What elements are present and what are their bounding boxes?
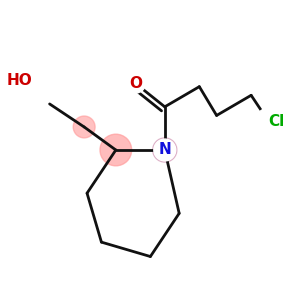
Circle shape — [256, 108, 281, 134]
Circle shape — [153, 138, 177, 162]
Text: O: O — [130, 76, 142, 91]
Circle shape — [154, 139, 176, 161]
Text: Cl: Cl — [268, 114, 285, 129]
Text: HO: HO — [7, 74, 32, 88]
Text: N: N — [158, 142, 171, 158]
Circle shape — [73, 116, 95, 138]
Circle shape — [100, 134, 132, 166]
Circle shape — [127, 75, 145, 93]
Circle shape — [17, 66, 47, 96]
